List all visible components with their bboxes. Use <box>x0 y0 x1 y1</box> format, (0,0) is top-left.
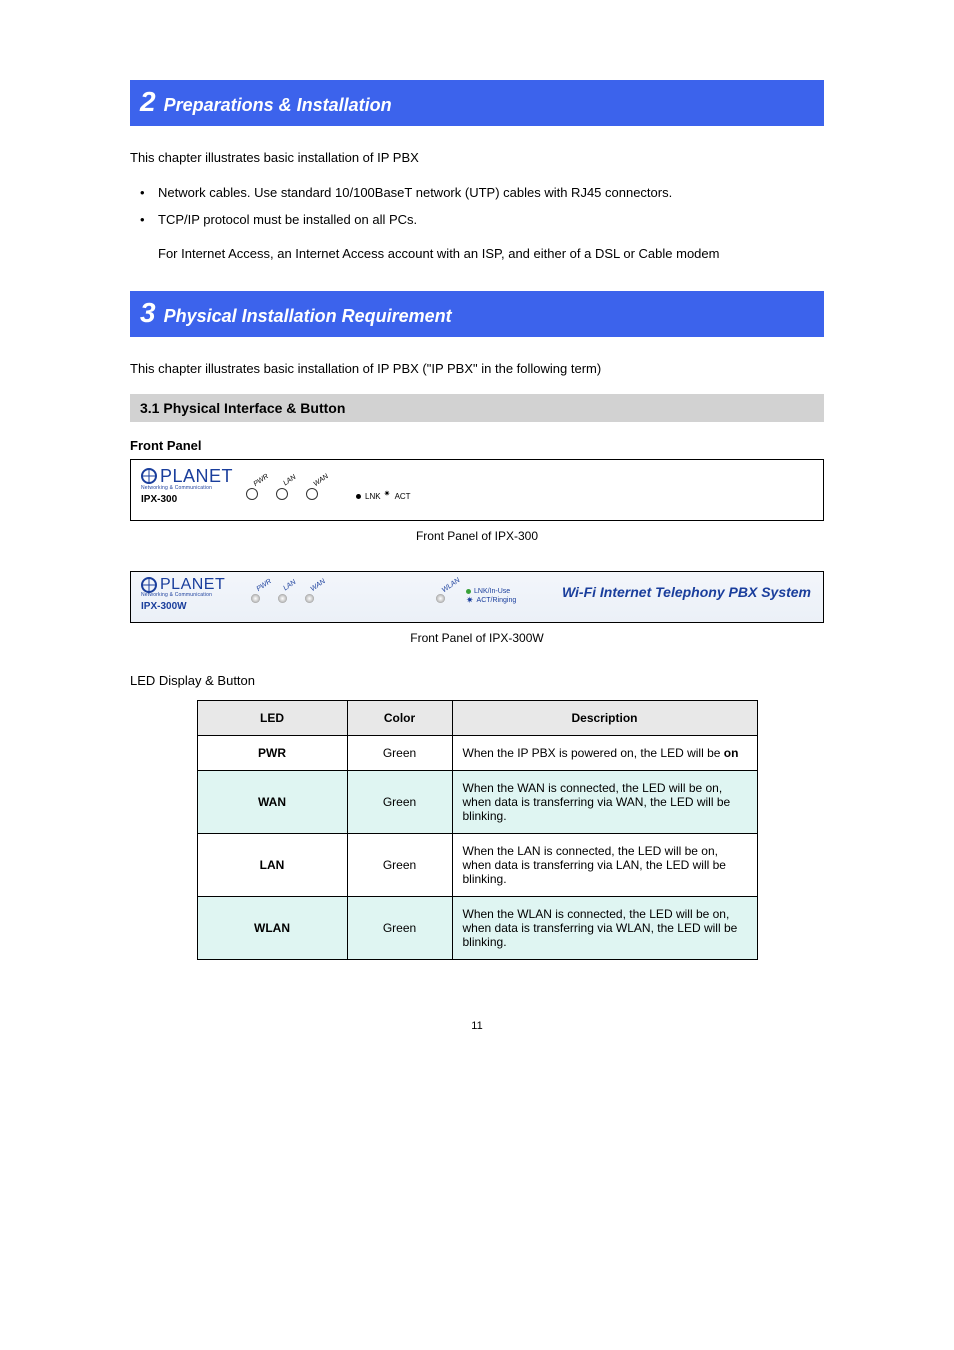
legend-lnk-inuse: LNK/In-Use <box>474 587 510 596</box>
led-explain-heading: LED Display & Button <box>130 673 824 688</box>
bullet-text: TCP/IP protocol must be installed on all… <box>158 212 417 227</box>
chapter-2-title: Preparations & Installation <box>164 95 392 116</box>
bullet-text: Network cables. Use standard 10/100BaseT… <box>158 185 672 200</box>
led-indicator-wlan: WLAN <box>436 594 445 603</box>
section-3-1-header: 3.1 Physical Interface & Button <box>130 394 824 422</box>
th-desc: Description <box>452 700 757 735</box>
ipx-300w-caption: Front Panel of IPX-300W <box>130 631 824 645</box>
cell-led: PWR <box>197 735 347 770</box>
chapter-2-bullet: • Network cables. Use standard 10/100Bas… <box>158 183 824 204</box>
led-label: WAN <box>309 578 326 593</box>
planet-globe-icon <box>141 468 157 484</box>
cell-led: LAN <box>197 833 347 896</box>
th-led: LED <box>197 700 347 735</box>
led-indicator: WAN <box>306 488 318 500</box>
led-table: LED Color Description PWR Green When the… <box>197 700 758 960</box>
table-header-row: LED Color Description <box>197 700 757 735</box>
chapter-3-number: 3 <box>140 297 156 329</box>
led-label: WLAN <box>441 577 462 594</box>
chapter-2-header: 2 Preparations & Installation <box>130 80 824 126</box>
cell-desc: When the LAN is connected, the LED will … <box>452 833 757 896</box>
brand-block: PLANET Networking & Communication IPX-30… <box>141 576 225 612</box>
chapter-3-header: 3 Physical Installation Requirement <box>130 291 824 337</box>
led-indicator: WAN <box>305 594 314 603</box>
front-panel-heading: Front Panel <box>130 438 824 453</box>
ipx-300-front-panel: PLANET Networking & Communication IPX-30… <box>130 459 824 521</box>
model-label: IPX-300W <box>141 601 225 612</box>
th-color: Color <box>347 700 452 735</box>
led-label: LAN <box>282 474 297 488</box>
legend-act-ringing: ACT/Ringing <box>477 596 517 605</box>
burst-icon: ✷ <box>466 596 474 605</box>
cell-color: Green <box>347 735 452 770</box>
table-row: WLAN Green When the WLAN is connected, t… <box>197 896 757 959</box>
cell-desc: When the WAN is connected, the LED will … <box>452 770 757 833</box>
led-label: PWR <box>255 578 272 593</box>
desc-bold: on <box>720 746 738 760</box>
table-row: WAN Green When the WAN is connected, the… <box>197 770 757 833</box>
chapter-2-para2: For Internet Access, an Internet Access … <box>130 244 824 265</box>
legend-act: ACT <box>395 492 411 501</box>
cell-led: WLAN <box>197 896 347 959</box>
led-label: LAN <box>282 579 297 593</box>
led-label: PWR <box>252 473 269 488</box>
cell-color: Green <box>347 896 452 959</box>
chapter-3-title: Physical Installation Requirement <box>164 306 452 327</box>
planet-brand-text: PLANET <box>160 466 233 487</box>
cell-color: Green <box>347 770 452 833</box>
bullet-icon: • <box>140 210 145 231</box>
cell-desc: When the WLAN is connected, the LED will… <box>452 896 757 959</box>
led-row: PWR LAN WAN <box>246 488 318 500</box>
cell-desc: When the IP PBX is powered on, the LED w… <box>452 735 757 770</box>
page-number: 11 <box>471 1020 482 1032</box>
legend-block: LNK/In-Use ✷ACT/Ringing <box>466 587 516 605</box>
ipx-300w-front-panel: PLANET Networking & Communication IPX-30… <box>130 571 824 623</box>
chapter-3-intro: This chapter illustrates basic installat… <box>130 359 824 380</box>
model-label: IPX-300 <box>141 494 233 505</box>
led-indicator: LAN <box>276 488 288 500</box>
bullet-icon: • <box>140 183 145 204</box>
legend-lnk: LNK <box>365 492 381 501</box>
led-indicator: PWR <box>251 594 260 603</box>
desc-text: When the IP PBX is powered on, the LED w… <box>463 746 721 760</box>
led-row: PWR LAN WAN <box>251 594 314 603</box>
dot-green-icon <box>466 589 471 594</box>
ipx-300-caption: Front Panel of IPX-300 <box>130 529 824 543</box>
chapter-2-number: 2 <box>140 86 156 118</box>
dot-solid-icon <box>356 494 361 499</box>
table-row: PWR Green When the IP PBX is powered on,… <box>197 735 757 770</box>
brand-block: PLANET Networking & Communication IPX-30… <box>141 466 233 505</box>
led-indicator: LAN <box>278 594 287 603</box>
cell-color: Green <box>347 833 452 896</box>
chapter-2-bullet: • TCP/IP protocol must be installed on a… <box>158 210 824 231</box>
planet-globe-icon <box>141 577 157 593</box>
wifi-system-title: Wi-Fi Internet Telephony PBX System <box>562 584 811 600</box>
dot-burst-icon <box>385 493 391 499</box>
led-label: WAN <box>312 473 329 488</box>
led-indicator: PWR <box>246 488 258 500</box>
cell-led: WAN <box>197 770 347 833</box>
chapter-2-intro: This chapter illustrates basic installat… <box>130 148 824 169</box>
legend-row: LNK ACT <box>356 492 411 501</box>
table-row: LAN Green When the LAN is connected, the… <box>197 833 757 896</box>
